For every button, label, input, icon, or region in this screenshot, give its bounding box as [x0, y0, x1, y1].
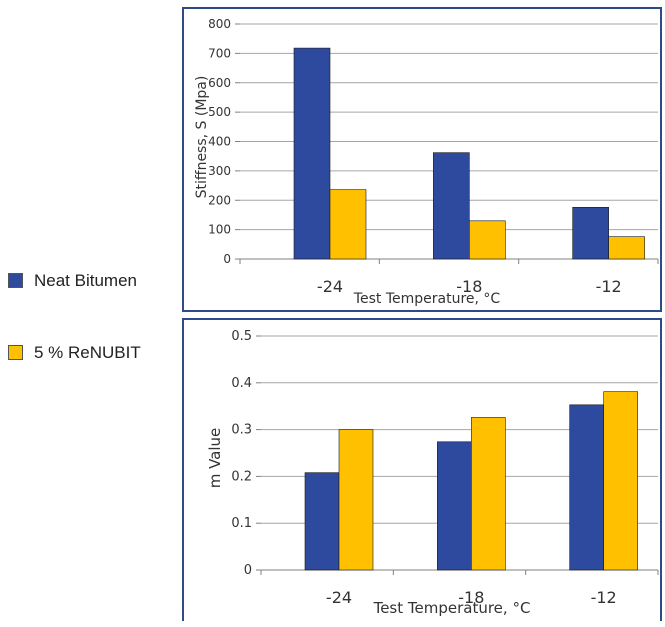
x-tick-label-24: -24 [317, 277, 343, 296]
bar-neat-bitumen-18 [433, 152, 470, 260]
y-tick-label-0: 0 [223, 252, 231, 266]
y-tick-label-600: 600 [208, 76, 231, 90]
stiffness-chart: 0 100 200 300 400 500 600 700 800 -24 -18 -12 Test T… [194, 17, 659, 307]
legend-label-neat-bitumen: Neat Bitumen [34, 271, 137, 290]
bar-5-renubit-12 [603, 391, 638, 571]
bar-neat-bitumen-24 [293, 47, 331, 260]
x-tick-label-12: -12 [596, 277, 622, 296]
bar-5-renubit-24 [329, 189, 367, 260]
y-axis-label: m Value [206, 428, 224, 489]
y-tick-label-800: 800 [208, 17, 231, 31]
legend-swatch-renubit [8, 345, 23, 360]
bar-neat-bitumen-12 [569, 404, 604, 571]
bar-5-renubit-12 [608, 236, 645, 260]
bar-5-renubit-18 [469, 220, 506, 260]
x-tick-label-18: -18 [458, 588, 484, 607]
y-tick-label-400: 400 [208, 135, 231, 149]
legend-label-renubit: 5 % ReNUBIT [34, 343, 141, 362]
stiffness-chart-panel: 0 100 200 300 400 500 600 700 800 -24 -18 -12 Test T… [182, 7, 662, 312]
y-tick-label-500: 500 [208, 105, 231, 119]
bar-neat-bitumen-12 [572, 207, 609, 260]
bar-neat-bitumen-24 [304, 472, 340, 571]
y-tick-label-100: 100 [208, 223, 231, 237]
bar-5-renubit-18 [471, 417, 506, 571]
x-axis-label: Test Temperature, °C [373, 599, 531, 617]
x-axis-label: Test Temperature, °C [353, 291, 501, 307]
x-tick-label-18: -18 [456, 277, 482, 296]
x-tick-label-24: -24 [326, 588, 352, 607]
y-tick-label-0-3: 0.3 [231, 423, 252, 438]
y-tick-label-700: 700 [208, 46, 231, 60]
x-tick-label-12: -12 [591, 588, 617, 607]
y-tick-label-200: 200 [208, 193, 231, 207]
m-value-chart: 0 0.1 0.2 0.3 0.4 0.5 -24 -18 -12 Test Temperatur… [206, 329, 659, 617]
bar-neat-bitumen-18 [437, 441, 472, 571]
bar-5-renubit-24 [338, 429, 374, 571]
y-axis-label: Stiffness, S (Mpa) [194, 76, 210, 199]
y-tick-label-0-5: 0.5 [231, 329, 252, 344]
y-tick-label-0: 0 [244, 563, 252, 578]
m-value-chart-panel: 0 0.1 0.2 0.3 0.4 0.5 -24 -18 -12 Test Temperatur… [182, 318, 662, 621]
y-tick-label-0-4: 0.4 [231, 376, 252, 391]
legend-swatch-neat-bitumen [8, 273, 23, 288]
y-tick-label-300: 300 [208, 164, 231, 178]
y-tick-label-0-2: 0.2 [231, 469, 252, 484]
y-tick-label-0-1: 0.1 [231, 516, 252, 531]
